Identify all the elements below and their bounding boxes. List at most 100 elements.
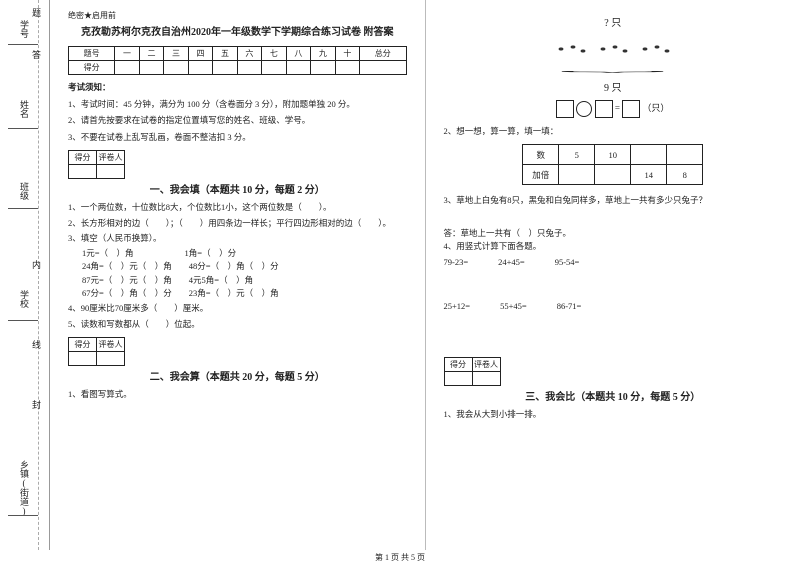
rule-item: 3、不要在试卷上乱写乱画，卷面不整洁扣 3 分。 xyxy=(68,131,407,145)
calc-item: 25+12= xyxy=(444,301,471,311)
exam-title: 克孜勒苏柯尔克孜自治州2020年一年级数学下学期综合练习试卷 附答案 xyxy=(68,25,407,40)
score-head: 总分 xyxy=(360,47,406,61)
sub-line: 87元=（ ）元（ ）角 4元5角=（ ）角 xyxy=(82,274,407,288)
score-table: 题号 一 二 三 四 五 六 七 八 九 十 总分 得分 xyxy=(68,46,407,75)
equals-text: = xyxy=(615,103,622,113)
gutter-line xyxy=(8,515,38,516)
section-2-title: 二、我会算（本题共 20 分，每题 5 分） xyxy=(68,368,407,383)
sub-lines: 1元=（ ）角 1角=（ ）分 24角=（ ）元（ ）角 48分=（ ）角（ ）… xyxy=(68,247,407,301)
blank-box[interactable] xyxy=(595,100,613,118)
question: 3、填空（人民币换算）。 xyxy=(68,231,407,245)
sub-line: 24角=（ ）元（ ）角 48分=（ ）角（ ）分 xyxy=(82,260,407,274)
rule-item: 1、考试时间：45 分钟，满分为 100 分（含卷面分 3 分），附加题单独 2… xyxy=(68,98,407,112)
table-row: 数 5 10 xyxy=(523,145,703,165)
rabbit-figure: ? 只 ⏟ 9 只 xyxy=(444,14,783,94)
gutter-label: 学校 xyxy=(18,290,31,308)
score-head: 一 xyxy=(115,47,139,61)
gutter-char: 题 xyxy=(30,8,43,17)
question: 2、长方形相对的边（ ）；（ ）用四条边一样长；平行四边形相对的边（ ）。 xyxy=(68,216,407,230)
calc-row: 79-23= 24+45= 95-54= xyxy=(444,257,783,267)
question: 2、想一想，算一算，填一填： xyxy=(444,124,783,138)
gutter-line xyxy=(8,44,38,45)
score-head: 八 xyxy=(286,47,310,61)
mini-cell: 评卷人 xyxy=(97,337,125,351)
right-column: ? 只 ⏟ 9 只 = （只） 2、想一想，算一算，填一填： 数 5 10 xyxy=(426,0,800,550)
unit-text: （只） xyxy=(642,103,669,113)
gutter-label: 学号 xyxy=(18,20,31,38)
question-list: 4、90厘米比70厘米多（ ）厘米。 5、读数和写数都从（ ）位起。 xyxy=(68,301,407,331)
score-cell: 得分 xyxy=(69,61,115,75)
brace-icon: ⏟ xyxy=(560,63,666,72)
cell xyxy=(667,145,703,165)
gutter-char: 封 xyxy=(30,400,43,409)
page-footer: 第 1 页 共 5 页 xyxy=(0,552,800,563)
grader-box: 得分评卷人 xyxy=(68,150,125,179)
calc-item: 55+45= xyxy=(500,301,527,311)
section-3-title: 三、我会比（本题共 10 分，每题 5 分） xyxy=(444,388,783,403)
table-row: 加倍 14 8 xyxy=(523,165,703,185)
rabbit-icon xyxy=(635,29,675,57)
score-head: 二 xyxy=(139,47,163,61)
score-head: 九 xyxy=(311,47,335,61)
calc-item: 24+45= xyxy=(498,257,525,267)
left-column: 绝密★启用前 克孜勒苏柯尔克孜自治州2020年一年级数学下学期综合练习试卷 附答… xyxy=(50,0,426,550)
sub-line: 1元=（ ）角 1角=（ ）分 xyxy=(82,247,407,261)
score-head: 七 xyxy=(262,47,286,61)
mini-cell: 得分 xyxy=(69,337,97,351)
sub-line: 67分=（ ）角（ ）分 23角=（ ）元（ ）角 xyxy=(82,287,407,301)
rabbit-icon xyxy=(593,29,633,57)
gutter-line xyxy=(8,208,38,209)
section-1-title: 一、我会填（本题共 10 分，每题 2 分） xyxy=(68,181,407,196)
blank-box[interactable] xyxy=(556,100,574,118)
question: 1、我会从大到小排一排。 xyxy=(444,407,783,421)
grader-box: 得分评卷人 xyxy=(68,337,125,366)
secret-label: 绝密★启用前 xyxy=(68,10,407,21)
cell xyxy=(631,145,667,165)
double-table: 数 5 10 加倍 14 8 xyxy=(522,144,703,185)
cell: 数 xyxy=(523,145,559,165)
question-list: 1、我会从大到小排一排。 xyxy=(444,407,783,421)
gutter-char: 答 xyxy=(30,50,43,59)
question-list: 2、想一想，算一算，填一填： xyxy=(444,124,783,138)
gutter-label: 乡镇(街道) xyxy=(18,460,31,516)
cell: 加倍 xyxy=(523,165,559,185)
question-list: 1、一个两位数，十位数比8大，个位数比1小，这个两位数是（ ）。 2、长方形相对… xyxy=(68,200,407,245)
gutter-line xyxy=(8,128,38,129)
cell: 8 xyxy=(667,165,703,185)
calc-item: 95-54= xyxy=(555,257,580,267)
fold-line xyxy=(38,0,39,550)
score-head: 六 xyxy=(237,47,261,61)
mini-cell: 得分 xyxy=(444,358,472,372)
calc-row: 25+12= 55+45= 86-71= xyxy=(444,301,783,311)
cell: 14 xyxy=(631,165,667,185)
exam-page: 学号 答 姓名 班级 内 学校 线 封 乡镇(街道) 题 绝密★启用前 克孜勒苏… xyxy=(0,0,800,550)
score-head: 十 xyxy=(335,47,359,61)
binding-gutter: 学号 答 姓名 班级 内 学校 线 封 乡镇(街道) 题 xyxy=(0,0,50,550)
cell: 5 xyxy=(559,145,595,165)
question: 4、用竖式计算下面各题。 xyxy=(444,239,783,253)
nine-label: 9 只 xyxy=(444,79,783,94)
blank-op[interactable] xyxy=(576,101,592,117)
question: 1、看图写算式。 xyxy=(68,387,407,401)
question: 3、草地上白兔有8只，黑兔和白兔同样多，草地上一共有多少只兔子？ xyxy=(444,193,783,207)
gutter-label: 姓名 xyxy=(18,100,31,118)
rabbit-icon xyxy=(551,29,591,57)
grader-box: 得分评卷人 xyxy=(444,357,501,386)
unknown-count: ? 只 xyxy=(444,14,783,29)
score-head: 四 xyxy=(188,47,212,61)
mini-cell: 评卷人 xyxy=(472,358,500,372)
question-list: 3、草地上白兔有8只，黑兔和白兔同样多，草地上一共有多少只兔子？ xyxy=(444,193,783,207)
calc-item: 79-23= xyxy=(444,257,469,267)
rule-item: 2、请首先按要求在试卷的指定位置填写您的姓名、班级、学号。 xyxy=(68,114,407,128)
mini-cell: 得分 xyxy=(69,151,97,165)
mini-cell: 评卷人 xyxy=(97,151,125,165)
score-head: 五 xyxy=(213,47,237,61)
exam-rules: 考试须知： 1、考试时间：45 分钟，满分为 100 分（含卷面分 3 分），附… xyxy=(68,81,407,144)
question: 5、读数和写数都从（ ）位起。 xyxy=(68,317,407,331)
blank-box[interactable] xyxy=(622,100,640,118)
calc-item: 86-71= xyxy=(557,301,582,311)
cell: 10 xyxy=(595,145,631,165)
gutter-char: 内 xyxy=(30,260,43,269)
table-row: 题号 一 二 三 四 五 六 七 八 九 十 总分 xyxy=(69,47,407,61)
gutter-label: 班级 xyxy=(18,182,31,200)
